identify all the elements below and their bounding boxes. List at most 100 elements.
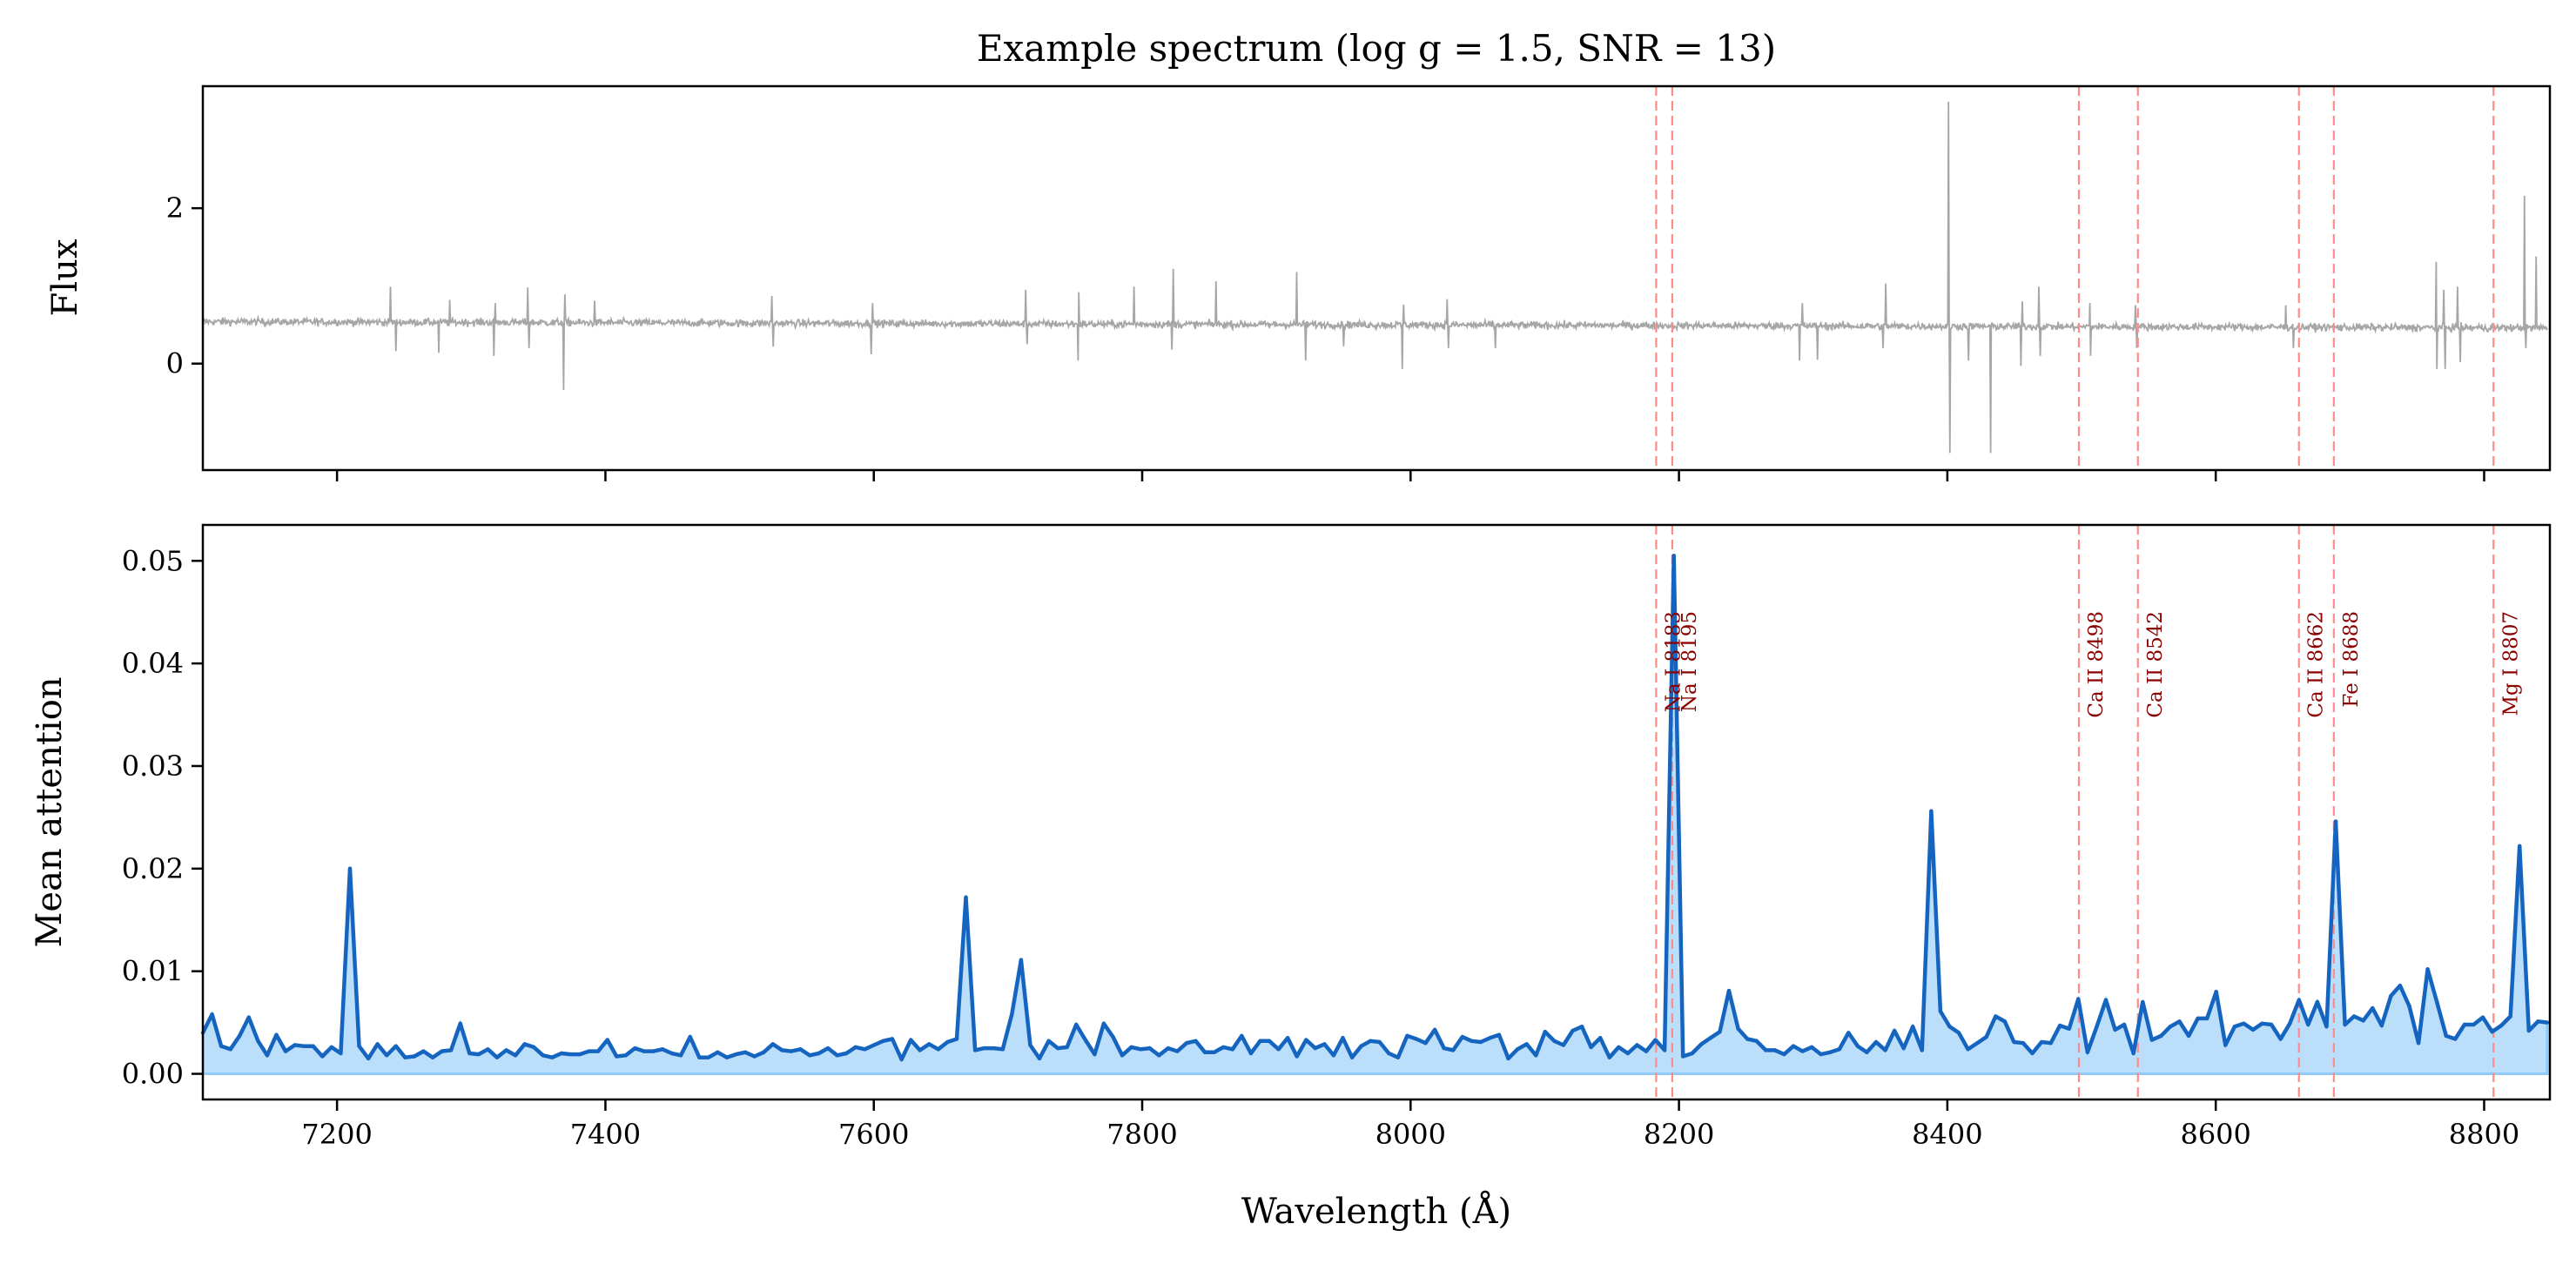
attention-point bbox=[1506, 1056, 1510, 1061]
attention-point bbox=[1819, 1052, 1823, 1057]
attention-point bbox=[2250, 1027, 2256, 1032]
attention-point bbox=[688, 1034, 692, 1039]
attention-point bbox=[1451, 1048, 1456, 1052]
attention-point bbox=[669, 1051, 674, 1056]
attention-point bbox=[899, 1057, 904, 1062]
attention-point bbox=[1800, 1049, 1805, 1053]
attention-point bbox=[2021, 1041, 2026, 1045]
attention-point bbox=[2315, 999, 2320, 1005]
attention-point bbox=[1359, 1044, 1363, 1048]
attention-point bbox=[421, 1049, 426, 1053]
attention-point bbox=[577, 1052, 582, 1057]
attention-point bbox=[2095, 1025, 2099, 1029]
attention-point bbox=[651, 1049, 656, 1053]
attention-point bbox=[2499, 1023, 2504, 1028]
x-tick-label: 7400 bbox=[570, 1118, 641, 1151]
y-tick-label-flux: 0 bbox=[166, 347, 184, 380]
attention-point bbox=[2425, 967, 2430, 972]
attention-point bbox=[780, 1048, 784, 1052]
attention-point bbox=[1295, 1054, 1299, 1059]
attention-point bbox=[1423, 1041, 1428, 1045]
attention-point bbox=[412, 1054, 417, 1059]
attention-point bbox=[1589, 1045, 1593, 1050]
attention-point bbox=[1598, 1036, 1603, 1040]
attention-point bbox=[770, 1042, 775, 1046]
attention-point bbox=[1607, 1055, 1612, 1059]
attention-point bbox=[825, 1045, 831, 1051]
attention-point bbox=[1644, 1049, 1649, 1053]
attention-point bbox=[1938, 1009, 1943, 1013]
attention-point bbox=[615, 1054, 619, 1059]
attention-point bbox=[504, 1048, 508, 1052]
attention-point bbox=[2306, 1022, 2310, 1027]
attention-point bbox=[1883, 1048, 1887, 1052]
attention-point bbox=[835, 1053, 839, 1058]
attention-point bbox=[1046, 1039, 1051, 1044]
attention-point bbox=[1322, 1042, 1327, 1046]
attention-point bbox=[1212, 1050, 1216, 1055]
attention-point bbox=[2508, 1014, 2512, 1019]
attention-point bbox=[587, 1049, 591, 1053]
y-tick-label-attention: 0.00 bbox=[122, 1058, 184, 1091]
attention-point bbox=[283, 1049, 288, 1053]
attention-point bbox=[1726, 988, 1732, 993]
attention-point bbox=[2103, 998, 2109, 1002]
attention-point bbox=[1561, 1043, 1566, 1047]
attention-point bbox=[2343, 1022, 2347, 1027]
attention-point bbox=[2398, 984, 2403, 988]
attention-point bbox=[494, 1055, 500, 1059]
x-tick-label: 8200 bbox=[1644, 1118, 1714, 1151]
attention-point bbox=[762, 1050, 766, 1055]
attention-point bbox=[844, 1051, 849, 1056]
attention-point bbox=[881, 1039, 885, 1044]
reference-line-label: Ca II 8662 bbox=[2305, 611, 2328, 718]
attention-point bbox=[1139, 1047, 1143, 1052]
attention-point bbox=[1524, 1042, 1529, 1046]
attention-point bbox=[918, 1048, 922, 1052]
attention-point bbox=[1736, 1026, 1740, 1031]
attention-point bbox=[366, 1056, 371, 1061]
attention-point bbox=[1966, 1047, 1970, 1052]
attention-point bbox=[458, 1021, 462, 1026]
x-tick-label: 8800 bbox=[2449, 1118, 2519, 1151]
attention-point bbox=[1994, 1014, 1998, 1019]
x-tick-label: 7800 bbox=[1106, 1118, 1177, 1151]
attention-point bbox=[1065, 1045, 1069, 1050]
attention-point bbox=[817, 1051, 821, 1056]
attention-point bbox=[256, 1039, 260, 1044]
attention-point bbox=[219, 1044, 224, 1048]
attention-point bbox=[1331, 1053, 1336, 1058]
x-tick-label: 8400 bbox=[1912, 1118, 1982, 1151]
attention-point bbox=[1240, 1033, 1244, 1039]
attention-point bbox=[329, 1045, 333, 1050]
attention-point bbox=[1019, 958, 1024, 962]
flux-panel: 02 bbox=[166, 84, 2552, 481]
attention-point bbox=[2278, 1037, 2283, 1041]
attention-point bbox=[2351, 1014, 2357, 1019]
attention-point bbox=[633, 1045, 637, 1051]
attention-point bbox=[532, 1045, 536, 1050]
attention-point bbox=[440, 1049, 444, 1053]
attention-point bbox=[2131, 1051, 2135, 1056]
attention-point bbox=[2232, 1025, 2237, 1029]
attention-point bbox=[2269, 1022, 2274, 1027]
attention-point bbox=[302, 1044, 306, 1048]
attention-axes-frame bbox=[201, 523, 2552, 1101]
attention-point bbox=[311, 1044, 315, 1048]
attention-point bbox=[1387, 1051, 1391, 1056]
attention-point bbox=[1718, 1030, 1722, 1034]
attention-point bbox=[357, 1044, 361, 1048]
attention-point bbox=[1956, 1031, 1961, 1035]
attention-point bbox=[1653, 1038, 1658, 1042]
attention-point bbox=[2039, 1039, 2044, 1045]
attention-point bbox=[2435, 999, 2439, 1005]
attention-point bbox=[1000, 1047, 1006, 1052]
attention-point bbox=[385, 1053, 389, 1058]
attention-point bbox=[972, 1048, 978, 1052]
attention-point bbox=[246, 1015, 251, 1019]
attention-point bbox=[2536, 1019, 2540, 1024]
attention-point bbox=[982, 1045, 986, 1051]
attention-point bbox=[1929, 809, 1934, 813]
attention-point bbox=[559, 1051, 564, 1056]
attention-point bbox=[1662, 1048, 1667, 1052]
